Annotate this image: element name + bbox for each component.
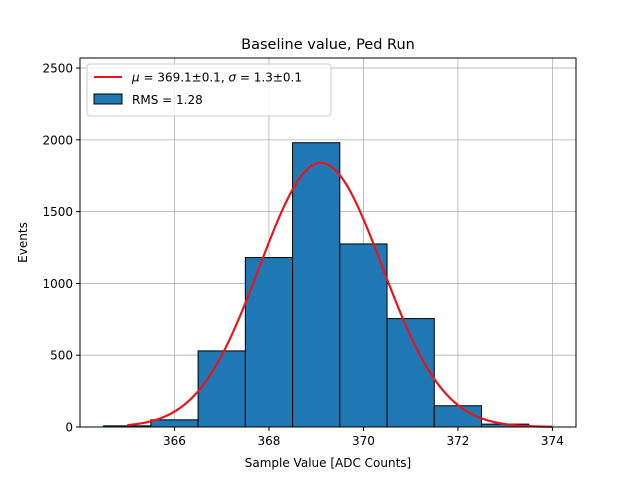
- x-axis-ticks: 366 368 370 372 374: [163, 427, 564, 448]
- x-tick-label: 372: [446, 434, 469, 448]
- histogram-bar: [339, 243, 388, 428]
- y-tick-label: 1500: [42, 205, 73, 219]
- legend-fit-label: μ = 369.1±0.1, σ = 1.3±0.1: [131, 71, 302, 85]
- legend-mu-value: = 369.1±0.1,: [140, 71, 229, 85]
- y-axis-label: Events: [16, 222, 30, 263]
- legend-hist-swatch: [93, 93, 123, 105]
- legend-mu-symbol: μ: [131, 71, 140, 85]
- legend-hist-label: RMS = 1.28: [132, 93, 203, 107]
- x-tick-label: 370: [352, 434, 375, 448]
- y-tick-label: 500: [50, 349, 73, 363]
- legend-box: [86, 63, 332, 117]
- y-axis-ticks: 0 500 1000 1500 2000 2500: [42, 62, 80, 435]
- axes-frame: [79, 57, 577, 428]
- fit-curve: [127, 161, 553, 428]
- x-tick-label: 366: [163, 434, 186, 448]
- legend: μ = 369.1±0.1, σ = 1.3±0.1 RMS = 1.28: [86, 63, 332, 117]
- x-tick-label: 374: [541, 434, 564, 448]
- histogram-bar: [292, 142, 341, 428]
- gaussian-fit: [127, 161, 553, 428]
- y-tick-label: 2000: [42, 133, 73, 147]
- y-tick-label: 1000: [42, 277, 73, 291]
- x-tick-label: 368: [257, 434, 280, 448]
- x-axis-label: Sample Value [ADC Counts]: [245, 456, 411, 470]
- legend-sigma-symbol: σ: [228, 71, 236, 85]
- legend-sigma-value: = 1.3±0.1: [236, 71, 302, 85]
- histogram-bar: [150, 419, 199, 428]
- chart-title: Baseline value, Ped Run: [241, 37, 415, 53]
- histogram-bar: [197, 350, 246, 428]
- y-tick-label: 2500: [42, 62, 73, 76]
- y-tick-label: 0: [65, 421, 73, 435]
